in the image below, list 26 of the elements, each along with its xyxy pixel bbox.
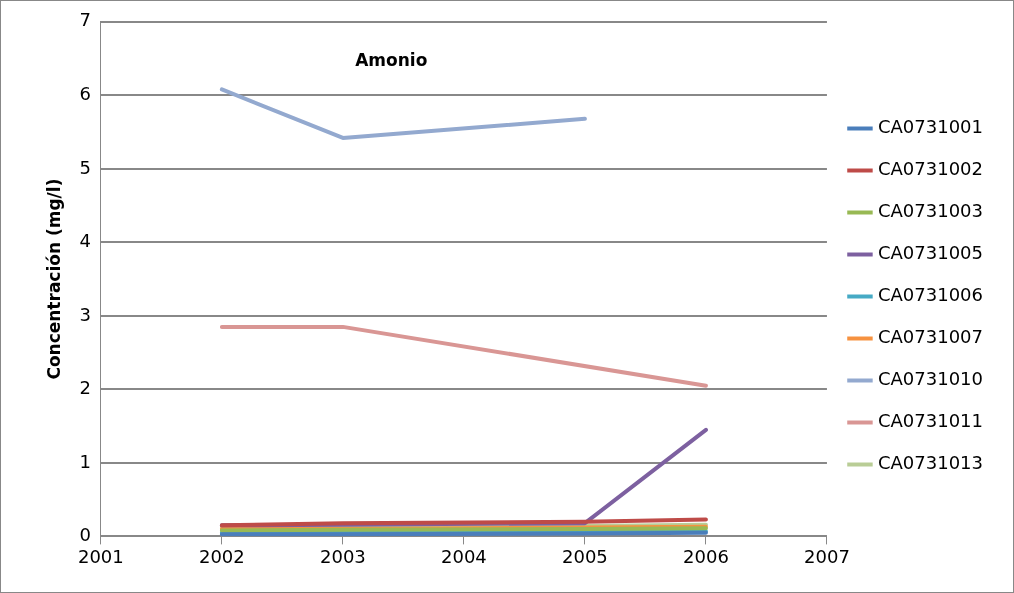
y-tick-label: 0 (79, 524, 91, 546)
legend-label: CA0731011 (877, 410, 983, 432)
y-tick-label: 1 (79, 450, 91, 472)
y-tick-label: 4 (79, 230, 91, 252)
y-tick-label: 7 (79, 9, 91, 31)
y-tick-label: 5 (79, 156, 91, 178)
y-axis-title: Concentración (mg/l) (43, 178, 64, 380)
x-tick-label: 2002 (198, 545, 245, 567)
text: Amonio (355, 50, 428, 71)
x-tick-label: 2006 (683, 545, 729, 567)
x-tick-label: 2001 (77, 545, 124, 567)
x-tick-label: 2005 (562, 545, 608, 567)
x-tick-label: 2003 (319, 545, 366, 567)
legend-label: CA0731007 (877, 326, 983, 348)
x-tick-label: 2004 (441, 545, 487, 567)
x-tick-label: 2007 (804, 545, 850, 567)
y-tick-label: 6 (79, 82, 91, 104)
legend-label: CA0731013 (877, 452, 983, 474)
legend-label: CA0731001 (877, 116, 983, 138)
y-tick-label: 2 (79, 377, 91, 399)
legend-label: CA0731002 (877, 158, 983, 180)
legend-label: CA0731003 (877, 200, 983, 222)
y-tick-label: 3 (79, 303, 91, 325)
legend-label: CA0731010 (877, 368, 983, 390)
legend-label: CA0731005 (877, 242, 983, 264)
legend-label: CA0731006 (877, 284, 983, 306)
